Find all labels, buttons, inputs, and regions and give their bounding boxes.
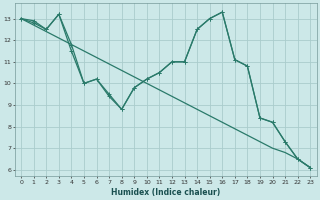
X-axis label: Humidex (Indice chaleur): Humidex (Indice chaleur) (111, 188, 220, 197)
